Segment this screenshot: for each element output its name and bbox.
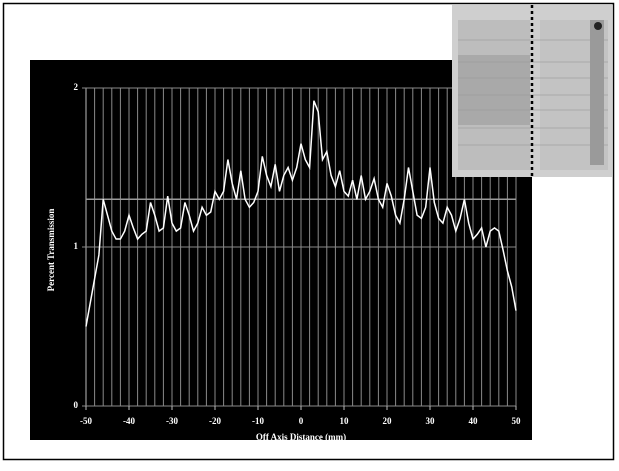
y-tick-label: 1 bbox=[74, 241, 79, 251]
plot-area: 0 1 2 -50 -40 -30 -20 -10 0 10 20 30 40 50 bbox=[74, 82, 522, 426]
x-tick-label: 30 bbox=[426, 416, 436, 426]
y-tick-label: 0 bbox=[74, 400, 79, 410]
x-tick-label: 40 bbox=[469, 416, 479, 426]
x-tick-label: -30 bbox=[166, 416, 178, 426]
film-spot bbox=[594, 22, 602, 30]
inset-film bbox=[452, 5, 612, 177]
film-band bbox=[590, 20, 604, 165]
film-band bbox=[458, 55, 530, 125]
x-tick-label: -50 bbox=[80, 416, 92, 426]
x-tick-label: -10 bbox=[252, 416, 264, 426]
x-tick-label: -20 bbox=[209, 416, 221, 426]
x-tick-label: 10 bbox=[340, 416, 350, 426]
x-tick-label: 20 bbox=[383, 416, 393, 426]
x-tick-label: 50 bbox=[512, 416, 522, 426]
plot-panel bbox=[30, 60, 532, 440]
x-tick-label: 0 bbox=[299, 416, 304, 426]
y-axis-label: Percent Transmission bbox=[46, 209, 56, 292]
y-tick-label: 2 bbox=[74, 82, 79, 92]
data-line bbox=[85, 100, 517, 327]
x-tick-label: -40 bbox=[123, 416, 135, 426]
x-axis-label: Off Axis Distance (mm) bbox=[256, 432, 346, 442]
